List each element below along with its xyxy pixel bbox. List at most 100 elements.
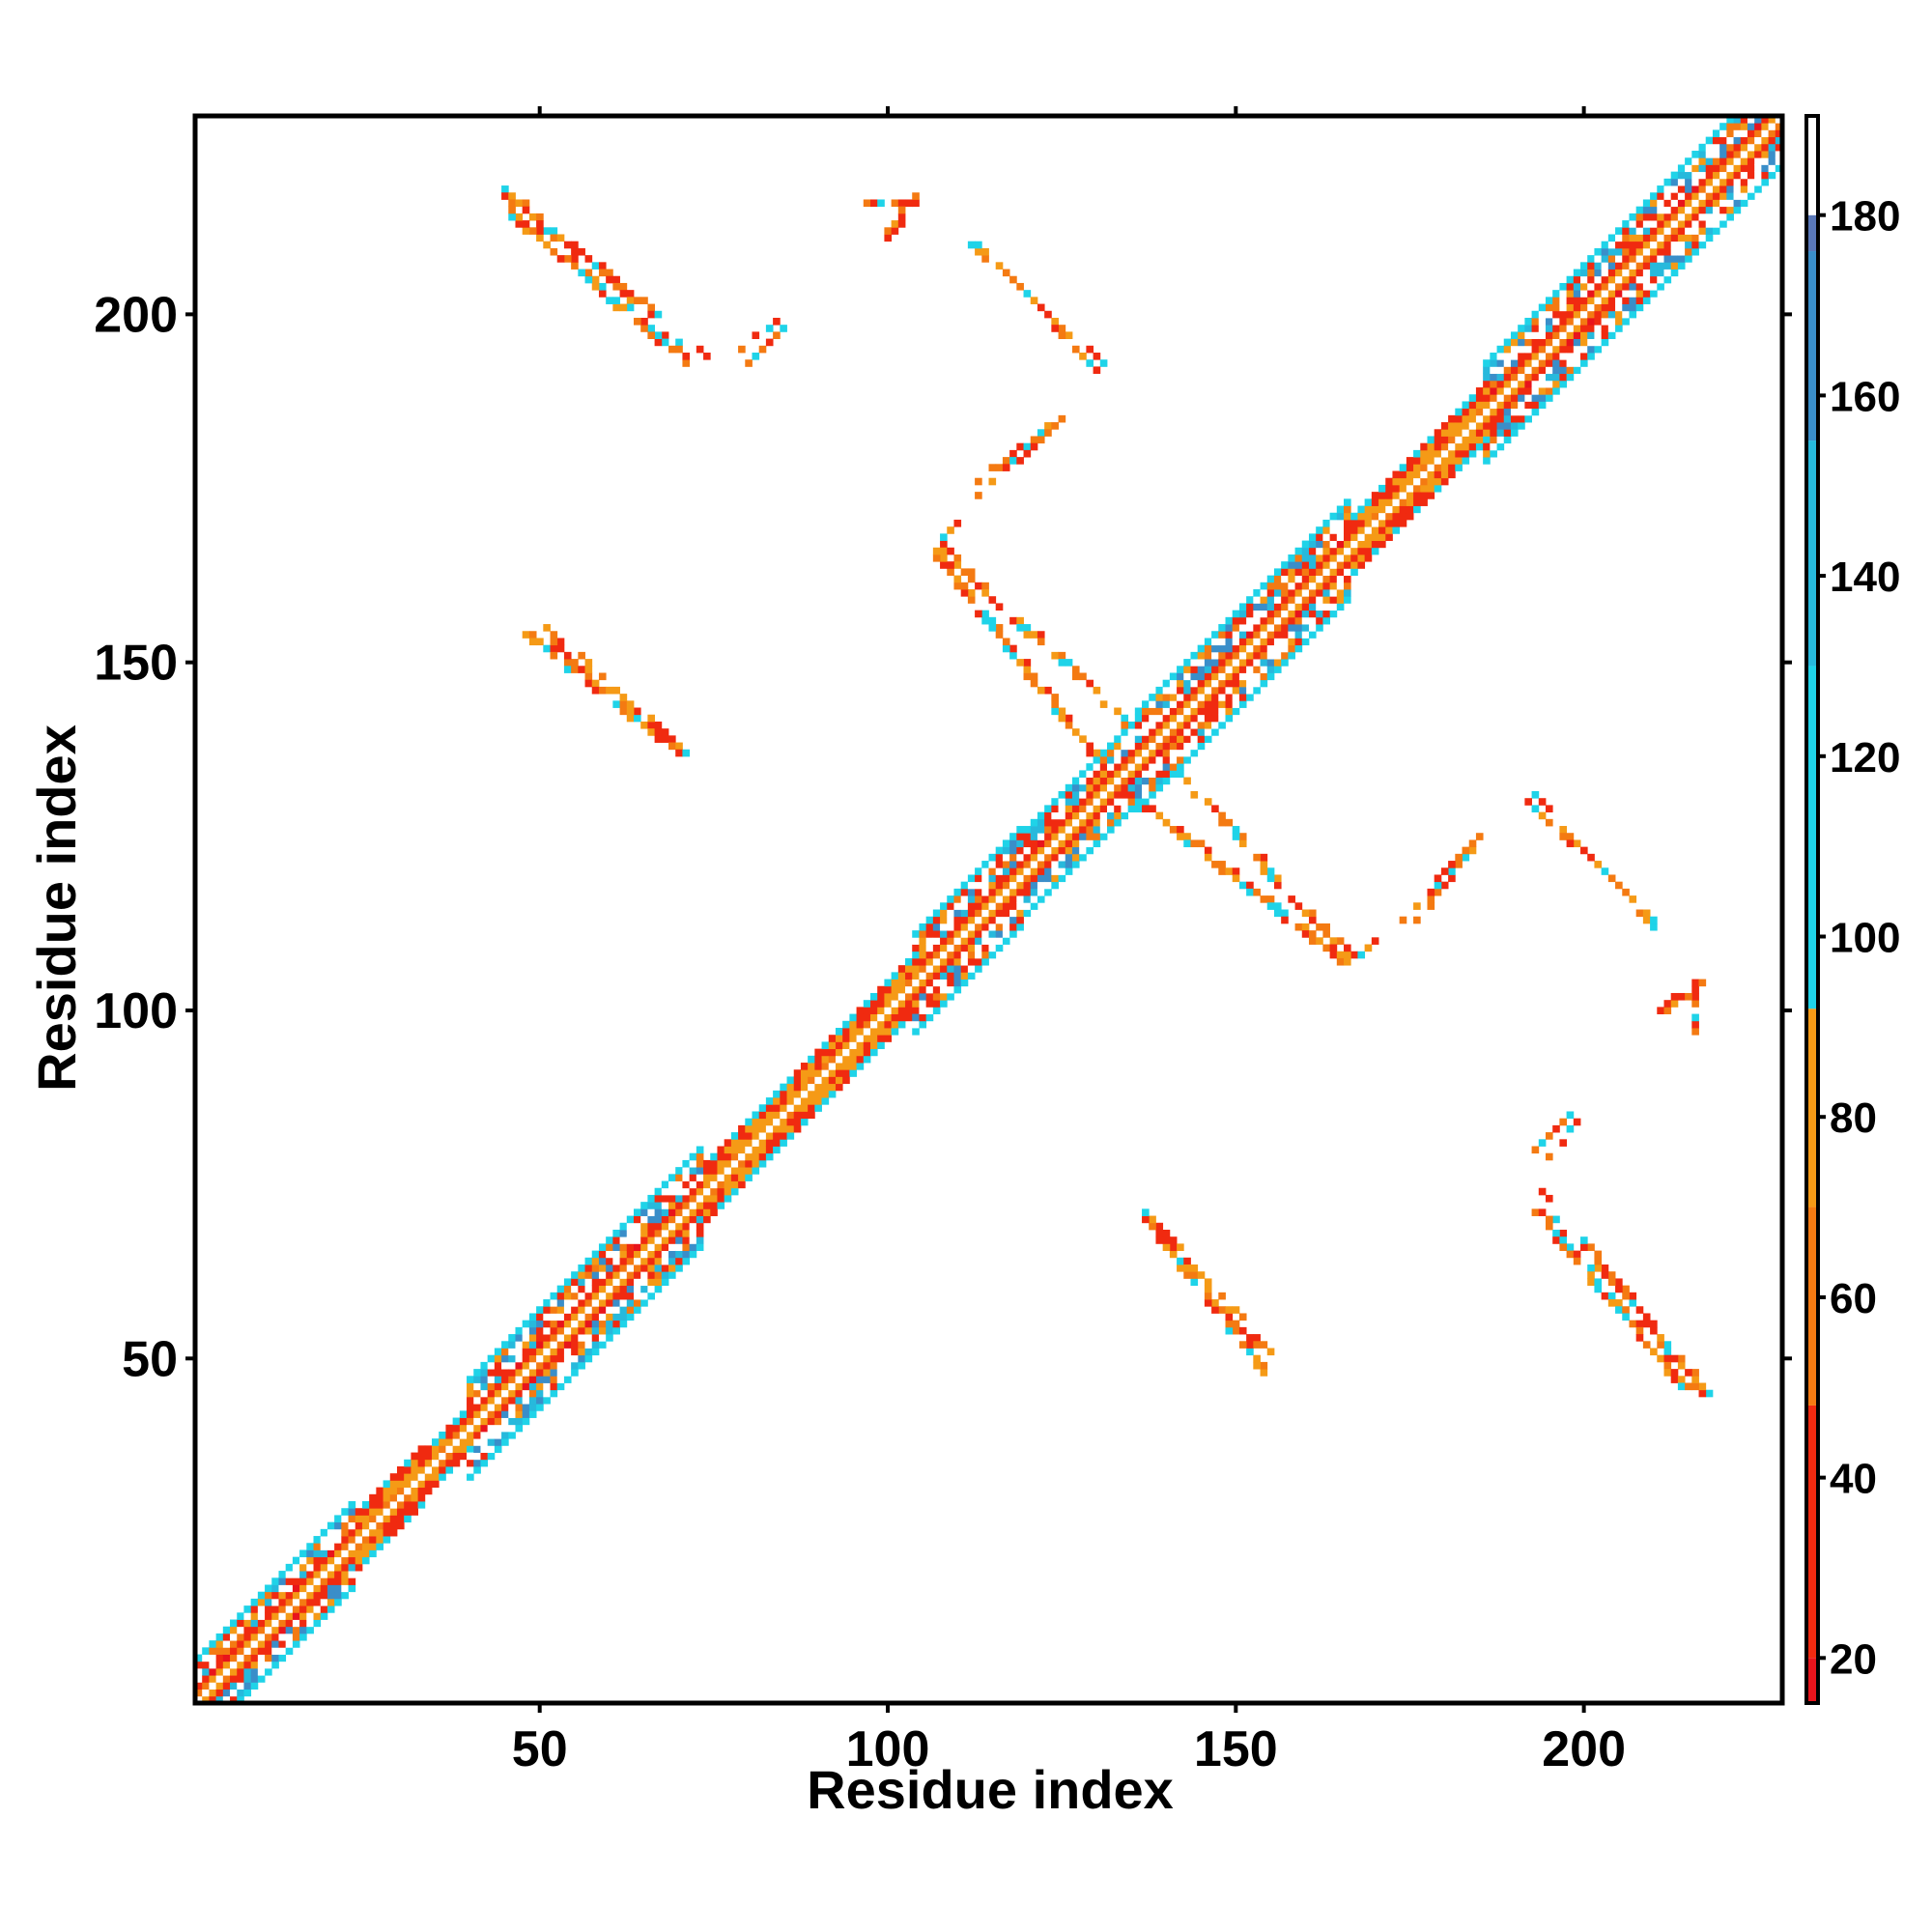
diagonal-cell (1260, 638, 1268, 646)
diagonal-cell (265, 1654, 272, 1662)
diagonal-cell (1266, 666, 1275, 673)
diagonal-cell (793, 1111, 802, 1120)
diagonal-cell (1177, 700, 1184, 708)
diagonal-cell (361, 1521, 370, 1530)
diagonal-cell (1273, 666, 1282, 673)
diagonal-cell (480, 1431, 489, 1439)
diagonal-cell (981, 957, 989, 966)
diagonal-cell (1336, 589, 1345, 597)
diagonal-cell (230, 1695, 238, 1704)
diagonal-cell (925, 985, 934, 994)
diagonal-cell (578, 1320, 585, 1328)
diagonal-cell (1705, 220, 1714, 228)
contact-cell (1642, 909, 1651, 918)
diagonal-cell (1685, 227, 1692, 235)
diagonal-cell (765, 1118, 774, 1126)
diagonal-cell (243, 1640, 252, 1648)
diagonal-cell (522, 1382, 530, 1391)
diagonal-cell (1204, 707, 1212, 716)
contact-cell (1183, 1271, 1191, 1279)
diagonal-cell (1357, 561, 1366, 569)
contact-cell (1002, 638, 1010, 646)
contact-cell (1260, 1369, 1268, 1377)
diagonal-cell (230, 1626, 238, 1634)
contact-cell (1086, 749, 1094, 757)
diagonal-cell (1079, 839, 1087, 848)
contact-cell (1149, 1222, 1156, 1231)
diagonal-cell (696, 1174, 704, 1181)
diagonal-cell (863, 1020, 871, 1029)
diagonal-cell (1420, 442, 1428, 451)
contact-cell (508, 213, 516, 221)
diagonal-cell (1740, 143, 1748, 152)
diagonal-cell (1142, 728, 1150, 736)
diagonal-cell (1691, 164, 1699, 173)
diagonal-cell (1023, 895, 1032, 903)
diagonal-cell (1107, 755, 1115, 764)
contact-cell (1336, 937, 1345, 945)
diagonal-cell (1768, 171, 1776, 180)
contact-cell (1253, 853, 1261, 862)
diagonal-cell (306, 1619, 314, 1628)
diagonal-cell (1204, 651, 1212, 660)
diagonal-cell (578, 1354, 585, 1363)
diagonal-cell (765, 1104, 774, 1112)
contact-cell (522, 227, 530, 235)
contact-cell (1260, 1341, 1268, 1349)
diagonal-cell (1663, 213, 1672, 221)
diagonal-cell (1009, 923, 1017, 931)
diagonal-cell (717, 1187, 725, 1196)
diagonal-cell (334, 1521, 342, 1530)
diagonal-cell (389, 1528, 398, 1537)
diagonal-cell (947, 895, 954, 903)
contact-cell (1357, 951, 1366, 959)
diagonal-cell (1183, 694, 1191, 701)
diagonal-cell (877, 1028, 885, 1036)
diagonal-cell (1071, 798, 1080, 806)
diagonal-cell (299, 1563, 307, 1572)
contact-cell (1566, 1124, 1575, 1133)
diagonal-cell (981, 944, 989, 952)
diagonal-cell (821, 1055, 830, 1064)
diagonal-cell (361, 1501, 370, 1509)
contact-cell (598, 290, 607, 298)
contact-cell (556, 644, 565, 653)
diagonal-cell (975, 881, 982, 890)
diagonal-cell (960, 923, 969, 931)
diagonal-cell (1483, 408, 1491, 416)
diagonal-cell (411, 1452, 418, 1461)
diagonal-cell (1009, 895, 1017, 903)
diagonal-cell (515, 1348, 524, 1356)
diagonal-cell (1065, 783, 1073, 792)
diagonal-cell (1246, 624, 1254, 632)
diagonal-cell (1448, 457, 1456, 465)
contact-cell (1266, 902, 1275, 910)
diagonal-cell (1211, 631, 1219, 639)
diagonal-cell (1009, 874, 1017, 883)
contact-cell (668, 735, 676, 743)
diagonal-cell (1545, 345, 1553, 354)
diagonal-cell (1635, 213, 1644, 221)
contact-cell (578, 666, 585, 673)
diagonal-cell (250, 1598, 259, 1606)
diagonal-cell (411, 1487, 418, 1495)
diagonal-cell (1044, 811, 1052, 820)
diagonal-cell (1044, 805, 1052, 813)
diagonal-cell (724, 1139, 732, 1147)
contact-cell (947, 547, 954, 555)
contact-cell (1051, 694, 1059, 701)
diagonal-cell (1190, 749, 1199, 757)
diagonal-cell (654, 1229, 663, 1237)
diagonal-cell (1559, 338, 1568, 347)
diagonal-cell (1650, 192, 1658, 200)
diagonal-cell (682, 1222, 691, 1231)
diagonal-cell (1622, 247, 1630, 256)
diagonal-cell (1288, 568, 1295, 577)
diagonal-cell (1698, 192, 1707, 200)
diagonal-cell (1273, 638, 1282, 646)
diagonal-cell (1698, 185, 1707, 193)
contact-cell (550, 651, 558, 660)
diagonal-cell (919, 985, 927, 994)
contact-cell (1587, 853, 1595, 862)
diagonal-cell (1065, 861, 1073, 868)
